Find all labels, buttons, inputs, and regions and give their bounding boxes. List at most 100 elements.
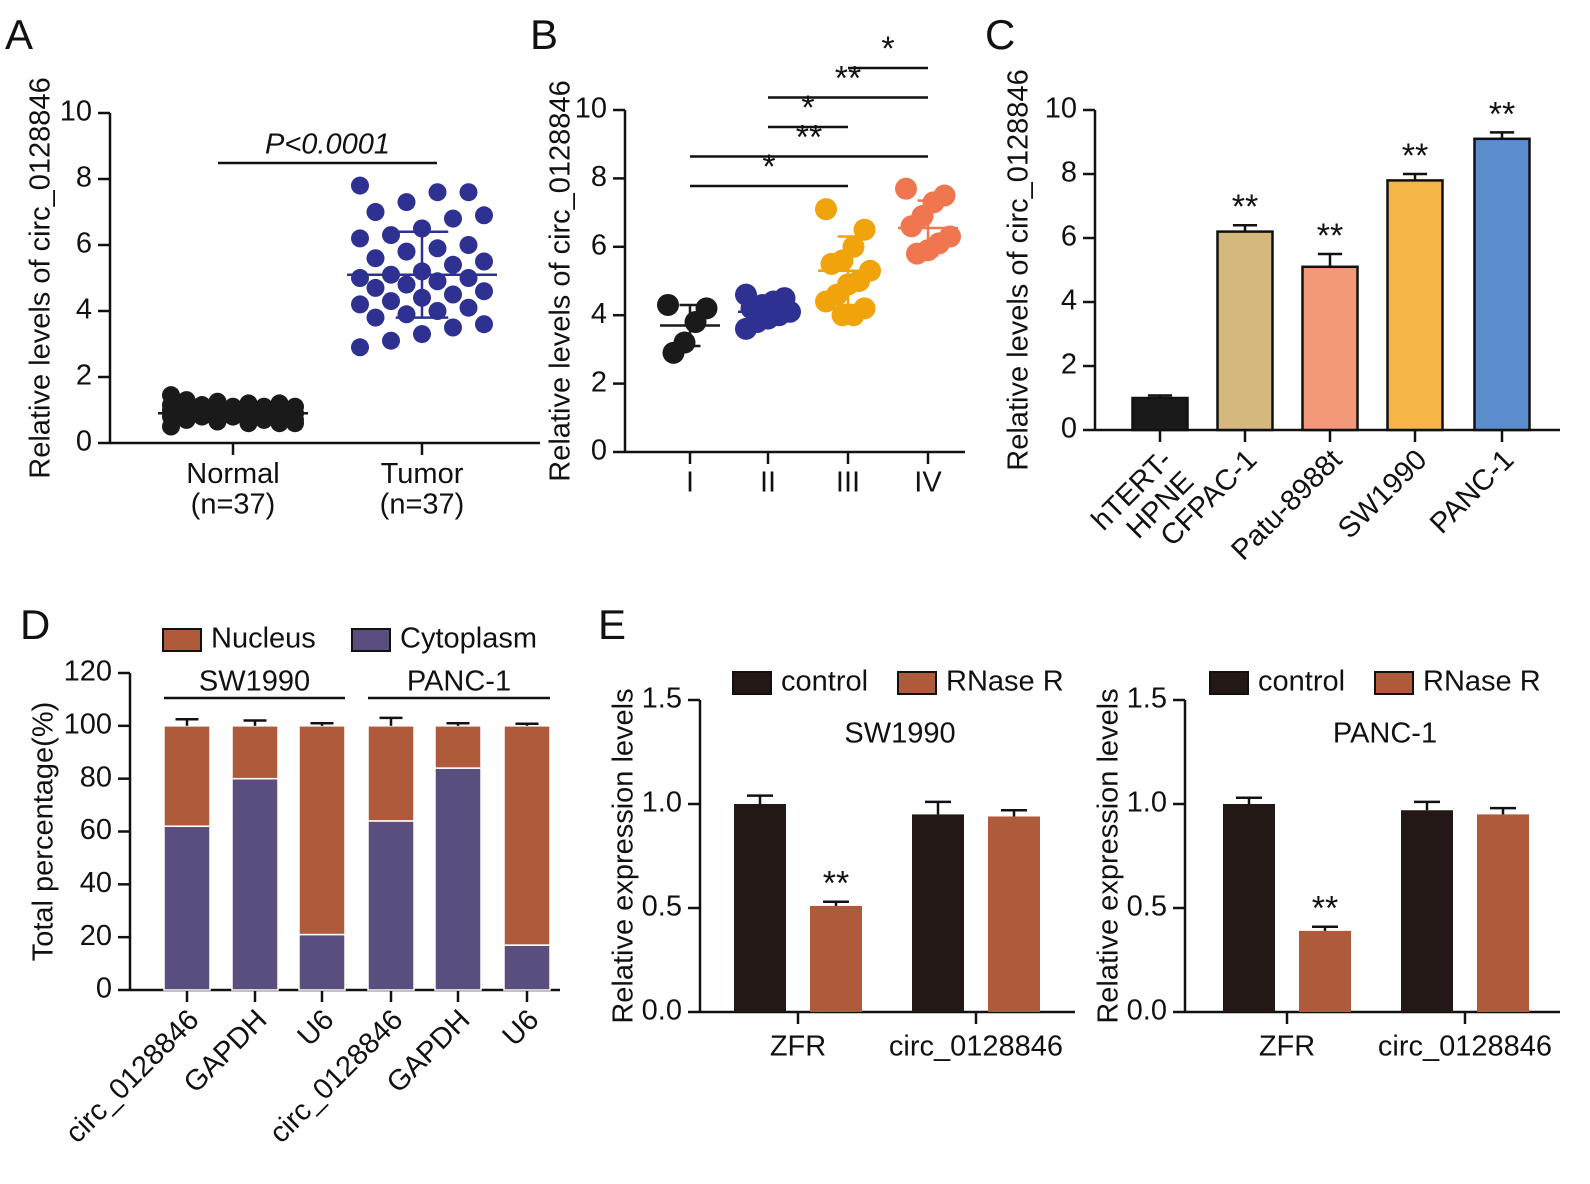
bracket-label: *	[881, 30, 894, 68]
bar	[734, 804, 786, 1012]
bar-segment	[231, 777, 279, 991]
x-tick-label: Tumor (n=37)	[380, 458, 465, 520]
bar-segment	[163, 725, 211, 827]
bar	[1386, 179, 1444, 432]
dot	[459, 183, 478, 202]
y-tick-label: 80	[80, 761, 112, 793]
dot	[735, 317, 757, 340]
y-tick-label: 1.5	[642, 683, 682, 715]
subtitle: PANC-1	[1333, 718, 1437, 750]
y-axis-title: Relative levels of circ_0128846	[545, 80, 577, 481]
y-tick-label: 4	[76, 294, 92, 326]
dot	[444, 209, 462, 228]
legend-label: Nucleus	[211, 623, 316, 655]
dot	[397, 193, 416, 212]
significance: **	[1317, 217, 1343, 255]
y-tick-label: 120	[64, 656, 112, 688]
y-axis-title: Relative levels of circ_0128846	[1003, 69, 1035, 470]
dot	[162, 386, 180, 405]
dot	[366, 249, 385, 268]
dot	[382, 292, 400, 311]
group-label: PANC-1	[407, 666, 511, 698]
panel-letter: A	[5, 11, 33, 58]
bar-segment	[434, 725, 482, 769]
y-tick-label: 60	[80, 814, 112, 846]
dot	[906, 242, 928, 265]
dot	[428, 239, 447, 258]
subtitle: SW1990	[844, 718, 955, 750]
significance: **	[823, 865, 849, 903]
dot	[853, 218, 876, 241]
y-axis-title: Relative levels of circ_0128846	[25, 77, 57, 478]
dot	[413, 325, 431, 344]
significance: **	[1312, 890, 1338, 928]
x-tick-label: SW1990	[1332, 444, 1433, 545]
legend-swatch	[162, 628, 202, 652]
x-tick-label: circ_0128846	[1378, 1031, 1552, 1063]
text-line: Tumor	[381, 458, 464, 490]
y-tick-label: 2	[76, 360, 92, 392]
y-tick-label: 10	[575, 93, 607, 125]
dot	[382, 331, 400, 350]
dot	[255, 397, 273, 416]
bar-segment	[298, 933, 346, 991]
bracket-label: **	[796, 118, 822, 156]
dot	[900, 215, 923, 238]
bar-segment	[434, 767, 482, 991]
group-label: SW1990	[199, 666, 310, 698]
bar	[1473, 137, 1531, 432]
x-tick-label: U6	[292, 1004, 341, 1053]
bar	[810, 905, 862, 1012]
dot	[397, 275, 416, 294]
y-tick-label: 8	[591, 161, 607, 193]
dot	[459, 236, 478, 254]
dot	[428, 183, 447, 202]
y-tick-label: 1.0	[642, 787, 682, 819]
bar-segment	[503, 944, 551, 991]
significance: **	[1232, 188, 1258, 226]
dot	[815, 198, 837, 221]
dot	[475, 282, 493, 301]
y-tick-label: 0.0	[1127, 995, 1167, 1027]
y-tick-label: 2	[591, 366, 607, 398]
dot	[475, 315, 493, 334]
bar-segment	[298, 725, 346, 936]
dot	[657, 293, 679, 316]
bar-segment	[163, 825, 211, 991]
dot	[255, 410, 273, 429]
significance: **	[1402, 137, 1428, 175]
y-tick-label: 0	[591, 435, 607, 467]
dot	[351, 229, 369, 248]
dot	[239, 394, 258, 413]
panel-letter: C	[985, 11, 1015, 58]
dot	[475, 206, 493, 225]
legend-label: RNase R	[1423, 666, 1541, 698]
bracket-label: *	[801, 89, 814, 127]
dot	[428, 272, 447, 291]
dot	[428, 302, 447, 320]
y-tick-label: 4	[591, 298, 607, 330]
bar-segment	[367, 725, 415, 822]
dot	[831, 304, 854, 327]
x-tick-label: III	[836, 467, 860, 499]
y-tick-label: 8	[1061, 157, 1077, 189]
x-tick-label: II	[760, 467, 776, 499]
bracket-label: *	[762, 148, 775, 186]
y-axis-title: Relative expression levels	[608, 688, 640, 1023]
y-tick-label: 40	[80, 867, 112, 899]
y-tick-label: 4	[1061, 285, 1077, 317]
dot	[366, 278, 385, 297]
text-line: (n=37)	[191, 488, 276, 520]
dot	[459, 269, 478, 287]
y-tick-label: 0	[76, 426, 92, 458]
legend-label: control	[1258, 666, 1345, 698]
x-tick-label: ZFR	[1259, 1031, 1315, 1063]
significance: **	[1489, 95, 1515, 133]
dot	[286, 397, 304, 416]
x-tick-label: ZFR	[770, 1031, 826, 1063]
dot	[820, 252, 843, 275]
dot	[815, 290, 837, 313]
panel-letter: D	[20, 601, 50, 648]
dot	[193, 401, 211, 419]
y-tick-label: 6	[76, 228, 92, 260]
